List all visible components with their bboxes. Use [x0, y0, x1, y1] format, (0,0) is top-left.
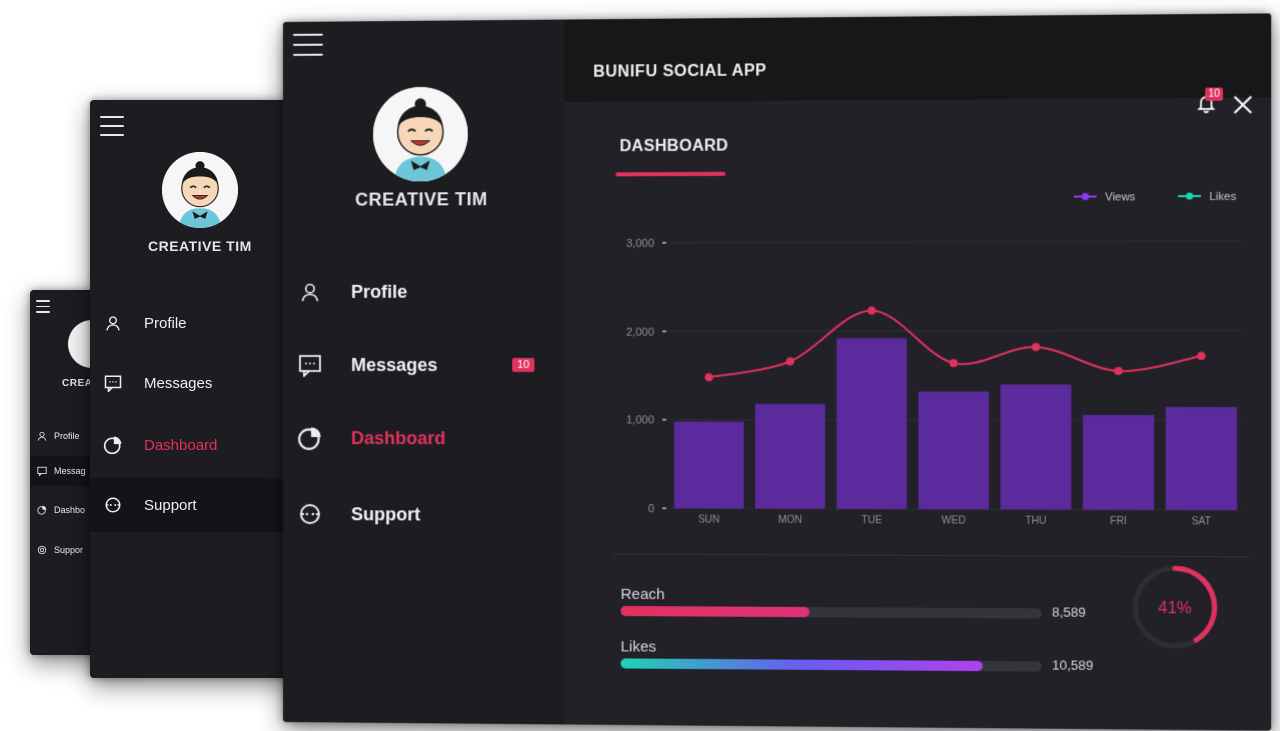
likes-point — [1197, 352, 1205, 360]
likes-line — [709, 310, 1201, 377]
username: CREATIVE TIM — [355, 189, 488, 211]
ring-label: 41% — [1158, 600, 1191, 618]
nav-label: Dashboard — [144, 437, 217, 454]
messages-badge: 10 — [512, 358, 535, 372]
support-icon — [90, 496, 136, 514]
reach-label: Reach — [621, 586, 665, 603]
avatar — [373, 87, 468, 182]
gridline — [668, 241, 1242, 243]
bar-tue — [837, 338, 907, 509]
close-icon[interactable] — [1233, 95, 1252, 119]
xtick-label: WED — [942, 515, 966, 526]
tab-dashboard[interactable]: DASHBOARD — [620, 137, 729, 156]
views-likes-chart: 3,000 2,000 1,000 0 SUN MON TUE WED THU FRI SAT Vie… — [605, 167, 1255, 536]
back-nav-label: Dashbo — [54, 505, 85, 515]
legend-label: Likes — [1209, 191, 1236, 203]
likes-progress-fill — [621, 658, 983, 671]
likes-progress-bar — [621, 658, 1042, 671]
likes-point — [705, 373, 713, 381]
menu-icon[interactable] — [100, 116, 124, 136]
bar-sun — [674, 422, 744, 509]
likes-value: 10,589 — [1052, 657, 1093, 673]
back-nav-label: Profile — [54, 431, 80, 441]
pie-chart-icon — [90, 435, 136, 455]
divider — [614, 553, 1251, 557]
gridline — [668, 331, 1242, 332]
support-icon — [283, 502, 337, 526]
app-title: BUNIFU SOCIAL APP — [593, 62, 767, 81]
chat-icon — [90, 374, 136, 392]
person-icon — [283, 282, 337, 302]
support-icon — [30, 545, 54, 555]
legend-dot — [1186, 193, 1193, 200]
main-app-window: CREATIVE TIM Profile Messages 10 Dashboa… — [283, 13, 1271, 730]
ytick-label: 0 — [648, 503, 654, 515]
ytick-label: 2,000 — [626, 326, 654, 338]
avatar-face-icon — [162, 152, 238, 228]
likes-point — [1114, 367, 1122, 375]
notification-badge: 10 — [1205, 87, 1223, 100]
back-nav-label: Messag — [54, 466, 86, 476]
nav-messages[interactable]: Messages 10 — [283, 347, 565, 383]
nav-label: Support — [144, 497, 197, 514]
username: CREATIVE TIM — [148, 238, 252, 254]
chat-icon — [283, 353, 337, 377]
nav-label: Dashboard — [351, 428, 446, 449]
menu-icon[interactable] — [293, 34, 323, 56]
person-icon — [30, 431, 54, 441]
avatar-face-icon — [373, 87, 468, 182]
bar-fri — [1083, 415, 1154, 510]
likes-point — [1032, 343, 1040, 351]
top-bar: BUNIFU SOCIAL APP — [565, 13, 1271, 102]
xtick-label: SUN — [698, 514, 720, 525]
nav-label: Messages — [144, 375, 212, 392]
back-nav-label: Suppor — [54, 545, 83, 555]
person-icon — [90, 315, 136, 331]
ytick-label: 3,000 — [626, 238, 654, 250]
bar-sat — [1166, 407, 1237, 510]
nav-label: Profile — [144, 315, 187, 332]
pie-chart-icon — [30, 505, 54, 515]
nav-profile[interactable]: Profile — [283, 273, 565, 310]
bar-mon — [755, 404, 825, 509]
xtick-label: THU — [1025, 516, 1046, 527]
main-content: BUNIFU SOCIAL APP 10 DASHBOARD 3,000 2,00… — [565, 13, 1271, 730]
nav-dashboard[interactable]: Dashboard — [283, 420, 565, 457]
likes-point — [786, 357, 794, 365]
nav-support[interactable]: Support — [283, 496, 565, 533]
likes-point — [949, 359, 957, 367]
reach-ring: 41% — [1128, 561, 1222, 654]
pie-chart-icon — [283, 425, 337, 451]
chat-icon — [30, 466, 54, 476]
avatar — [162, 152, 238, 228]
likes-label: Likes — [621, 638, 657, 655]
main-sidebar: CREATIVE TIM Profile Messages 10 Dashboa… — [283, 20, 565, 725]
bar-thu — [1000, 384, 1071, 509]
ytick-label: 1,000 — [626, 415, 654, 427]
likes-point — [868, 307, 876, 315]
legend-label: Views — [1105, 191, 1136, 203]
nav-label: Profile — [351, 281, 407, 302]
reach-value: 8,589 — [1052, 604, 1086, 619]
nav-label: Support — [351, 504, 420, 525]
bar-wed — [918, 392, 989, 510]
reach-progress-bar — [621, 606, 1042, 619]
xtick-label: MON — [778, 515, 802, 526]
legend-dot — [1082, 193, 1089, 200]
xtick-label: TUE — [861, 515, 882, 526]
xtick-label: FRI — [1110, 516, 1127, 527]
nav-label: Messages — [351, 354, 437, 375]
menu-icon[interactable] — [36, 300, 50, 320]
reach-progress-fill — [621, 606, 809, 617]
xtick-label: SAT — [1192, 516, 1212, 527]
